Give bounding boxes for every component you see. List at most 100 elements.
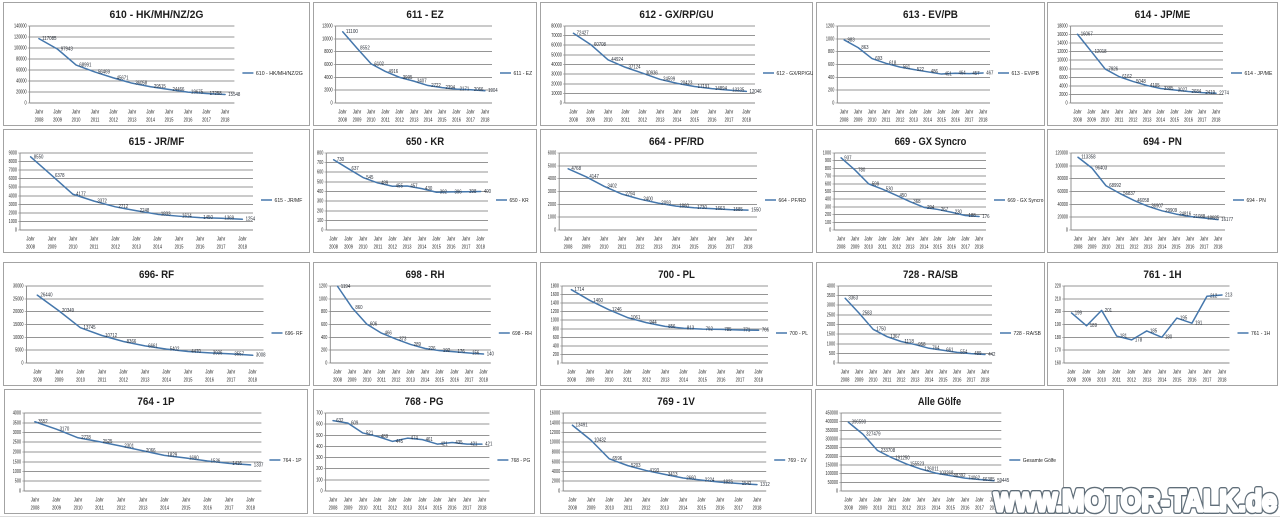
svg-text:350000: 350000 (826, 428, 839, 434)
svg-text:2018: 2018 (476, 245, 485, 251)
svg-text:0: 0 (558, 489, 560, 495)
svg-text:5048: 5048 (1136, 79, 1146, 85)
svg-text:6661: 6661 (148, 343, 158, 349)
svg-text:700 - PL: 700 - PL (658, 269, 695, 281)
svg-text:190: 190 (1055, 322, 1061, 328)
svg-text:4000: 4000 (548, 176, 557, 182)
svg-text:2009: 2009 (48, 245, 57, 251)
svg-text:Jahr: Jahr (873, 498, 882, 504)
svg-text:500: 500 (825, 189, 831, 195)
svg-text:Jahr: Jahr (582, 237, 591, 243)
svg-text:Jahr: Jahr (333, 370, 342, 376)
svg-text:220: 220 (1055, 284, 1061, 290)
svg-text:10712: 10712 (105, 333, 117, 339)
svg-text:2419: 2419 (1205, 90, 1215, 96)
svg-text:Jahr: Jahr (864, 237, 873, 243)
svg-text:764 - 1P: 764 - 1P (283, 458, 302, 464)
svg-text:2015: 2015 (182, 506, 191, 512)
svg-text:2012: 2012 (902, 506, 911, 512)
svg-text:Jahr: Jahr (564, 237, 573, 243)
svg-text:Jahr: Jahr (1074, 237, 1083, 243)
svg-text:40000: 40000 (16, 79, 27, 85)
svg-text:2011: 2011 (381, 118, 390, 124)
svg-text:2017: 2017 (225, 506, 234, 512)
svg-text:500: 500 (316, 433, 322, 439)
svg-text:Jahr: Jahr (654, 237, 663, 243)
svg-text:Jahr: Jahr (184, 110, 193, 116)
svg-text:68991: 68991 (79, 62, 91, 68)
svg-text:2011: 2011 (883, 378, 892, 384)
svg-text:300000: 300000 (826, 437, 839, 443)
svg-text:Jahr: Jahr (587, 498, 596, 504)
svg-text:2012: 2012 (388, 506, 397, 512)
svg-text:2008: 2008 (841, 378, 850, 384)
svg-text:2013: 2013 (132, 245, 141, 251)
svg-text:0: 0 (25, 101, 27, 107)
svg-text:0: 0 (554, 228, 556, 234)
svg-text:Jahr: Jahr (153, 237, 162, 243)
svg-text:Jahr: Jahr (618, 237, 627, 243)
svg-text:Jahr: Jahr (184, 370, 193, 376)
svg-text:Jahr: Jahr (424, 110, 433, 116)
svg-text:Jahr: Jahr (395, 110, 404, 116)
svg-text:1118: 1118 (904, 339, 914, 345)
svg-text:2018: 2018 (479, 378, 488, 384)
svg-text:2014: 2014 (672, 245, 681, 251)
svg-text:461: 461 (426, 437, 433, 443)
svg-text:25000: 25000 (13, 297, 24, 303)
svg-text:Jahr: Jahr (638, 110, 647, 116)
svg-text:Jahr: Jahr (329, 498, 338, 504)
svg-text:Jahr: Jahr (175, 237, 184, 243)
svg-text:2000: 2000 (324, 88, 333, 94)
svg-text:2016: 2016 (452, 118, 461, 124)
svg-text:233708: 233708 (881, 448, 895, 454)
svg-text:Jahr: Jahr (359, 498, 368, 504)
svg-text:24599: 24599 (663, 77, 675, 83)
svg-text:Jahr: Jahr (1101, 110, 1110, 116)
svg-text:Jahr: Jahr (363, 370, 372, 376)
svg-text:2525: 2525 (103, 439, 113, 445)
svg-text:19675: 19675 (191, 90, 203, 96)
svg-text:2016: 2016 (450, 378, 459, 384)
svg-text:3402: 3402 (607, 184, 617, 190)
svg-text:Jahr: Jahr (1170, 110, 1179, 116)
svg-text:664 - PF/RD: 664 - PF/RD (779, 198, 807, 204)
svg-text:Jahr: Jahr (892, 237, 901, 243)
svg-text:Jahr: Jahr (744, 237, 753, 243)
svg-text:2014: 2014 (153, 245, 162, 251)
svg-text:2066: 2066 (474, 87, 484, 93)
svg-text:2012: 2012 (1129, 118, 1138, 124)
svg-text:Jahr: Jahr (902, 498, 911, 504)
svg-text:20000: 20000 (551, 82, 562, 88)
svg-text:Jahr: Jahr (937, 110, 946, 116)
svg-text:Jahr: Jahr (119, 370, 128, 376)
svg-text:466: 466 (385, 331, 392, 337)
svg-text:400: 400 (825, 197, 831, 203)
svg-text:2015: 2015 (690, 245, 699, 251)
svg-text:2009: 2009 (855, 378, 864, 384)
svg-text:60000: 60000 (551, 43, 562, 49)
svg-text:430: 430 (425, 186, 432, 192)
svg-text:3027: 3027 (1178, 87, 1188, 93)
svg-text:2016: 2016 (717, 378, 726, 384)
svg-text:2018: 2018 (981, 378, 990, 384)
svg-text:2012: 2012 (1127, 378, 1136, 384)
svg-text:2011: 2011 (98, 378, 107, 384)
svg-text:Jahr: Jahr (1156, 110, 1165, 116)
svg-text:2012: 2012 (395, 118, 404, 124)
svg-text:15548: 15548 (228, 92, 240, 98)
svg-text:1200: 1200 (551, 309, 560, 315)
svg-text:1400: 1400 (551, 301, 560, 307)
svg-text:Jahr: Jahr (374, 237, 383, 243)
svg-text:200: 200 (1055, 309, 1061, 315)
svg-text:2010: 2010 (367, 118, 376, 124)
svg-text:2583: 2583 (862, 311, 872, 317)
svg-text:Jahr: Jahr (344, 498, 353, 504)
svg-text:13335: 13335 (732, 88, 744, 94)
svg-text:2012: 2012 (638, 118, 647, 124)
svg-text:6102: 6102 (374, 61, 384, 67)
svg-text:1416: 1416 (232, 461, 242, 467)
svg-text:500: 500 (15, 479, 21, 485)
svg-text:7926: 7926 (1108, 66, 1118, 72)
svg-text:16067: 16067 (1081, 32, 1093, 38)
